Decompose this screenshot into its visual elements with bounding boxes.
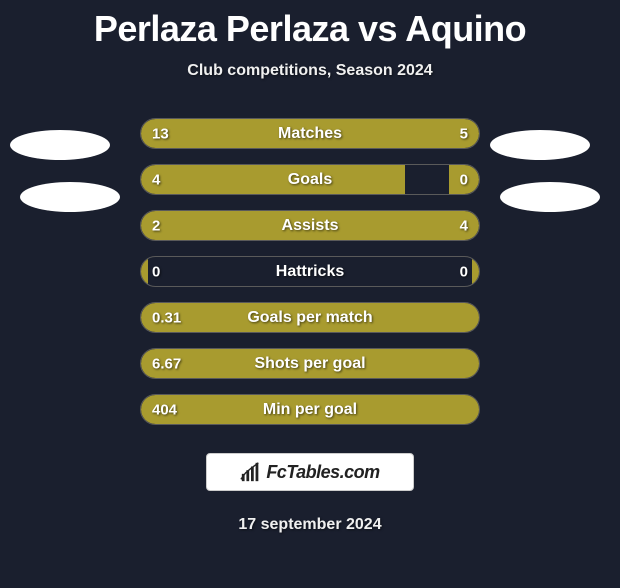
stat-row: 0 0 Hattricks	[140, 256, 480, 287]
stat-value-right: 0	[460, 171, 468, 188]
stat-value-right: 4	[460, 217, 468, 234]
stat-label: Hattricks	[276, 263, 344, 281]
date-line: 17 september 2024	[0, 516, 620, 534]
decorative-ellipse	[490, 130, 590, 160]
stat-label: Min per goal	[263, 401, 357, 419]
decorative-ellipse	[20, 182, 120, 212]
stat-label: Shots per goal	[254, 355, 365, 373]
stat-row: 0.31 Goals per match	[140, 302, 480, 333]
stat-value-left: 404	[152, 401, 177, 418]
stat-row: 404 Min per goal	[140, 394, 480, 425]
bar-left-fill	[141, 119, 378, 148]
bar-right-fill	[472, 257, 479, 286]
stat-value-left: 13	[152, 125, 169, 142]
stat-label: Assists	[282, 217, 339, 235]
stats-container: 13 5 Matches 4 0 Goals 2 4 Assists 0 0 Hattricks 0.3…	[0, 118, 620, 425]
decorative-ellipse	[10, 130, 110, 160]
stat-row: 6.67 Shots per goal	[140, 348, 480, 379]
chart-icon	[240, 461, 262, 483]
stat-value-left: 0.31	[152, 309, 181, 326]
stat-label: Goals per match	[247, 309, 372, 327]
bar-left-fill	[141, 165, 405, 194]
stat-row: 2 4 Assists	[140, 210, 480, 241]
stat-label: Goals	[288, 171, 332, 189]
subtitle: Club competitions, Season 2024	[0, 62, 620, 80]
page-title: Perlaza Perlaza vs Aquino	[0, 8, 620, 50]
bar-left-fill	[141, 257, 148, 286]
stat-value-left: 4	[152, 171, 160, 188]
footer-badge-wrap: FcTables.com	[0, 453, 620, 491]
stat-value-right: 5	[460, 125, 468, 142]
brand-badge[interactable]: FcTables.com	[206, 453, 414, 491]
stat-value-left: 2	[152, 217, 160, 234]
stat-row: 13 5 Matches	[140, 118, 480, 149]
stat-value-right: 0	[460, 263, 468, 280]
decorative-ellipse	[500, 182, 600, 212]
stat-value-left: 0	[152, 263, 160, 280]
stat-row: 4 0 Goals	[140, 164, 480, 195]
brand-text: FcTables.com	[266, 462, 379, 483]
stat-label: Matches	[278, 125, 342, 143]
stat-value-left: 6.67	[152, 355, 181, 372]
